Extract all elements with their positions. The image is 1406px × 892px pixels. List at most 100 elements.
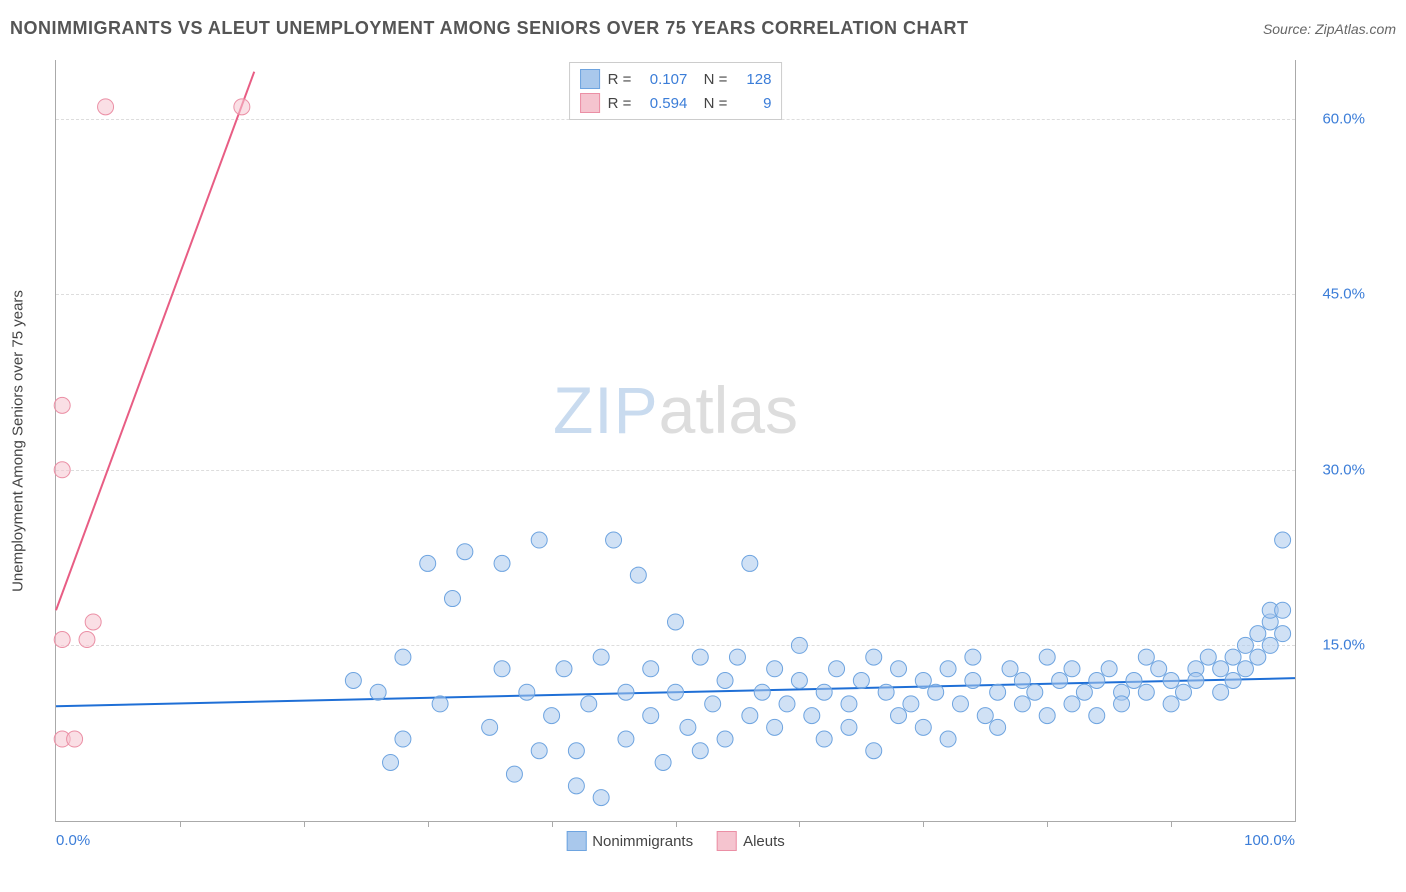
legend-n-label: N = [695, 95, 727, 112]
legend-series: Nonimmigrants Aleuts [566, 831, 785, 851]
data-point [494, 661, 510, 677]
y-tick-label: 30.0% [1305, 461, 1365, 478]
legend-row: R =0.107 N =128 [580, 67, 772, 91]
data-point [680, 719, 696, 735]
x-tick [180, 821, 181, 827]
data-point [1089, 708, 1105, 724]
chart-container: ZIPatlas R =0.107 N =128R =0.594 N =9 Un… [55, 60, 1296, 822]
scatter-svg [56, 60, 1295, 821]
data-point [581, 696, 597, 712]
legend-series-item: Nonimmigrants [566, 831, 693, 851]
chart-title: NONIMMIGRANTS VS ALEUT UNEMPLOYMENT AMON… [10, 18, 969, 39]
y-tick-label: 60.0% [1305, 110, 1365, 127]
data-point [85, 614, 101, 630]
legend-r-value: 0.594 [639, 95, 687, 112]
data-point [816, 731, 832, 747]
data-point [1188, 673, 1204, 689]
x-tick [304, 821, 305, 827]
data-point [692, 743, 708, 759]
data-point [1039, 708, 1055, 724]
data-point [643, 708, 659, 724]
data-point [98, 99, 114, 115]
legend-series-label: Aleuts [743, 833, 785, 850]
legend-r-label: R = [608, 71, 632, 88]
data-point [928, 684, 944, 700]
data-point [383, 754, 399, 770]
data-point [531, 743, 547, 759]
x-tick [799, 821, 800, 827]
data-point [1089, 673, 1105, 689]
data-point [1064, 661, 1080, 677]
data-point [1237, 661, 1253, 677]
data-point [866, 743, 882, 759]
data-point [841, 696, 857, 712]
data-point [729, 649, 745, 665]
data-point [779, 696, 795, 712]
data-point [643, 661, 659, 677]
data-point [444, 591, 460, 607]
data-point [754, 684, 770, 700]
data-point [742, 555, 758, 571]
data-point [1138, 684, 1154, 700]
x-tick [428, 821, 429, 827]
data-point [54, 397, 70, 413]
data-point [965, 649, 981, 665]
x-tick [1171, 821, 1172, 827]
legend-correlation: R =0.107 N =128R =0.594 N =9 [569, 62, 783, 120]
data-point [618, 684, 634, 700]
data-point [234, 99, 250, 115]
legend-series-item: Aleuts [717, 831, 785, 851]
data-point [915, 719, 931, 735]
x-tick [552, 821, 553, 827]
legend-swatch [717, 831, 737, 851]
data-point [395, 731, 411, 747]
data-point [668, 684, 684, 700]
data-point [915, 673, 931, 689]
data-point [370, 684, 386, 700]
data-point [705, 696, 721, 712]
data-point [1275, 626, 1291, 642]
data-point [655, 754, 671, 770]
data-point [742, 708, 758, 724]
legend-series-label: Nonimmigrants [592, 833, 693, 850]
header: NONIMMIGRANTS VS ALEUT UNEMPLOYMENT AMON… [10, 18, 1396, 39]
data-point [544, 708, 560, 724]
data-point [1262, 637, 1278, 653]
legend-n-value: 128 [735, 71, 771, 88]
data-point [1237, 637, 1253, 653]
data-point [531, 532, 547, 548]
data-point [1163, 673, 1179, 689]
data-point [717, 731, 733, 747]
data-point [717, 673, 733, 689]
data-point [1027, 684, 1043, 700]
x-tick [923, 821, 924, 827]
data-point [1250, 626, 1266, 642]
data-point [457, 544, 473, 560]
plot-area: ZIPatlas R =0.107 N =128R =0.594 N =9 Un… [55, 60, 1296, 822]
data-point [1064, 696, 1080, 712]
data-point [853, 673, 869, 689]
x-tick [676, 821, 677, 827]
data-point [903, 696, 919, 712]
y-tick-label: 15.0% [1305, 637, 1365, 654]
data-point [54, 462, 70, 478]
data-point [1138, 649, 1154, 665]
data-point [791, 673, 807, 689]
data-point [990, 684, 1006, 700]
legend-r-label: R = [608, 95, 632, 112]
trend-line [56, 72, 254, 611]
data-point [1052, 673, 1068, 689]
legend-swatch [580, 93, 600, 113]
data-point [1275, 532, 1291, 548]
data-point [804, 708, 820, 724]
data-point [816, 684, 832, 700]
data-point [841, 719, 857, 735]
data-point [568, 743, 584, 759]
data-point [482, 719, 498, 735]
data-point [556, 661, 572, 677]
data-point [965, 673, 981, 689]
data-point [1213, 684, 1229, 700]
data-point [1225, 673, 1241, 689]
data-point [952, 696, 968, 712]
data-point [506, 766, 522, 782]
